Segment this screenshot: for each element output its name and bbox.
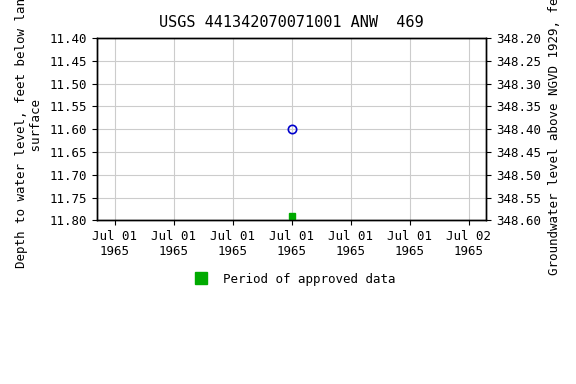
Legend: Period of approved data: Period of approved data [183,268,400,291]
Y-axis label: Groundwater level above NGVD 1929, feet: Groundwater level above NGVD 1929, feet [548,0,561,275]
Title: USGS 441342070071001 ANW  469: USGS 441342070071001 ANW 469 [160,15,424,30]
Y-axis label: Depth to water level, feet below land
 surface: Depth to water level, feet below land su… [15,0,43,268]
